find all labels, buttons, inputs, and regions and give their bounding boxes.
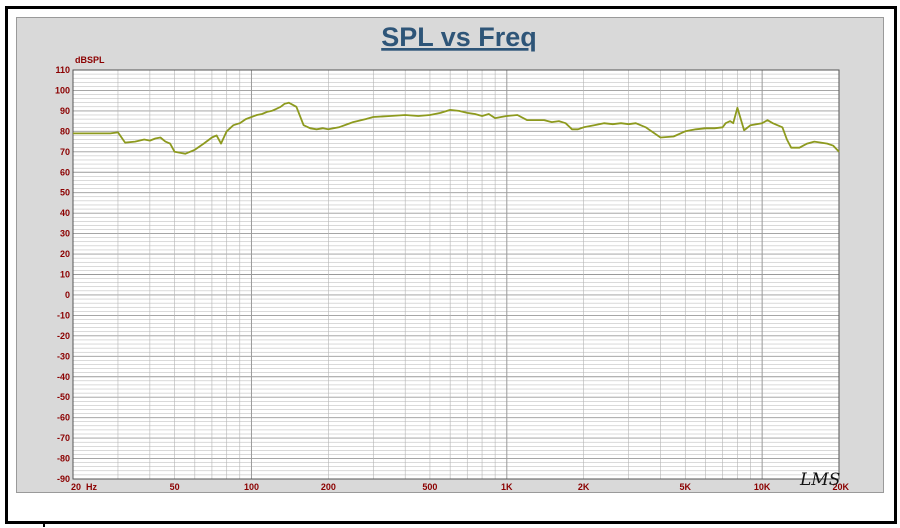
y-axis-ticks: 1101009080706050403020100-10-20-30-40-50… [55,65,70,484]
x-tick-label: 50 [170,482,180,492]
y-tick-label: -30 [57,351,70,361]
grid [72,69,840,480]
y-tick-label: 30 [60,229,70,239]
y-tick-label: -60 [57,413,70,423]
y-tick-label: -70 [57,433,70,443]
y-tick-label: 70 [60,147,70,157]
y-tick-label: 20 [60,249,70,259]
x-axis-ticks: 20 Hz 50 100 200 500 1K 2K 5K 10K 20K [71,482,849,492]
y-tick-label: 90 [60,106,70,116]
x-tick-label: 1K [501,482,513,492]
y-tick-label: 110 [55,65,70,75]
y-tick-label: 60 [60,167,70,177]
y-tick-label: -40 [57,372,70,382]
x-tick-label: 2K [578,482,590,492]
chart-frame: 110 100 90 80 70 60 50 40 30 20 10 0 -10 -20 -30 -40 -50… [5,6,897,527]
x-tick-label: 200 [321,482,336,492]
chart-svg: 1101009080706050403020100-10-20-30-40-50… [55,22,850,492]
y-tick-label: 80 [60,126,70,136]
y-tick-label: 100 [55,85,70,95]
chart-title: SPL vs Freq [381,22,537,52]
chart-panel: 110 100 90 80 70 60 50 40 30 20 10 0 -10 -20 -30 -40 -50… [16,17,884,493]
x-tick-label: 10K [754,482,771,492]
x-tick-label: 20K [832,482,849,492]
y-tick-label: -80 [57,454,70,464]
y-tick-label: -20 [57,331,70,341]
spl-curve-series-0 [73,101,840,155]
y-axis-label: dBSPL [75,55,105,65]
y-tick-label: 50 [60,188,70,198]
y-tick-label: 0 [65,290,70,300]
y-tick-label: 40 [60,208,70,218]
y-tick-label: -90 [57,474,70,484]
x-tick-label: 100 [244,482,259,492]
x-tick-label: 5K [680,482,692,492]
series-layer [73,101,840,155]
y-tick-label: -50 [57,392,70,402]
y-tick-label: -10 [57,310,70,320]
x-tick-label: 500 [422,482,437,492]
bottom-tab [11,521,45,527]
lms-watermark: LMS [799,470,840,490]
y-tick-label: 10 [60,270,70,280]
x-tick-label: 20 Hz [71,482,98,492]
plot-border [72,69,840,480]
